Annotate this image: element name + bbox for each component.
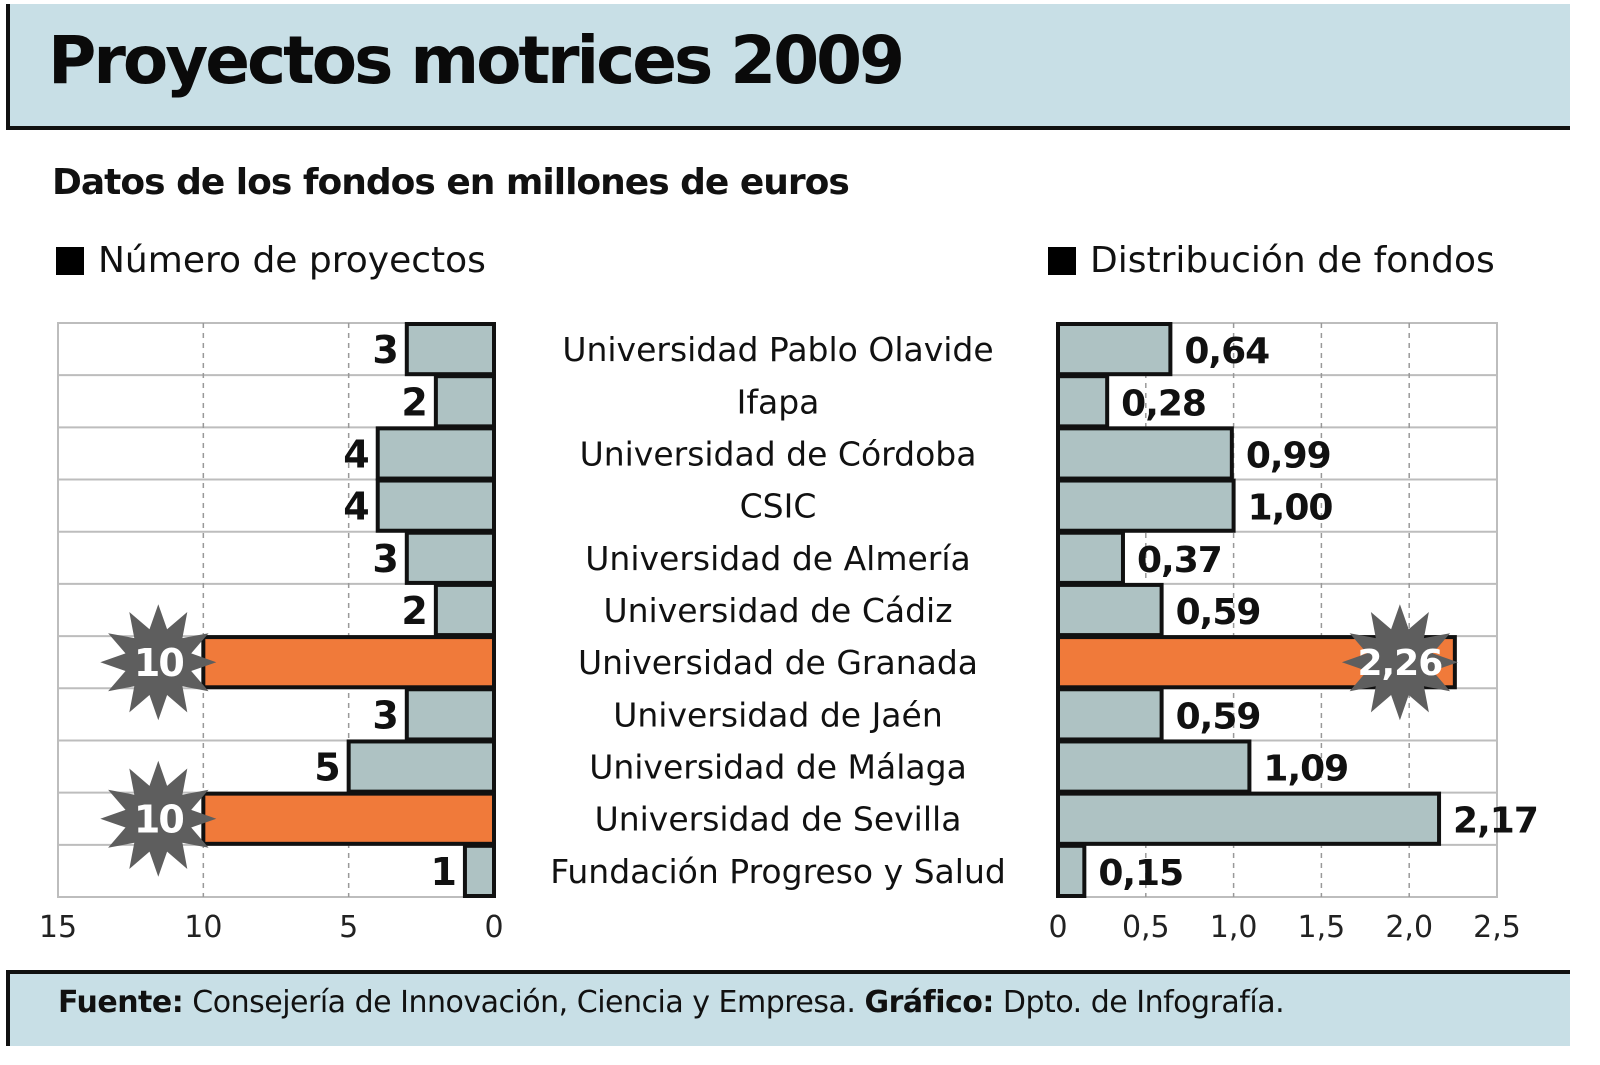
legend-projects: Número de proyectos xyxy=(56,240,486,281)
category-label: Universidad de Sevilla xyxy=(595,800,962,839)
bar xyxy=(433,374,497,429)
data-label: 0,99 xyxy=(1246,435,1331,476)
bar xyxy=(404,322,496,377)
data-label: 5 xyxy=(314,746,340,790)
starburst-icon xyxy=(100,604,217,721)
category-label: Ifapa xyxy=(737,382,820,421)
data-label: 10 xyxy=(134,798,183,842)
bar xyxy=(346,739,496,794)
data-label: 1,09 xyxy=(1263,749,1348,790)
x-tick-label: 0 xyxy=(484,910,503,945)
bar xyxy=(404,530,496,585)
data-label: 0,59 xyxy=(1176,696,1261,737)
data-label: 4 xyxy=(343,432,369,476)
legend-square-icon xyxy=(1048,246,1076,275)
legend-funds-label: Distribución de fondos xyxy=(1090,240,1495,281)
bar xyxy=(1056,687,1164,742)
data-label: 3 xyxy=(372,693,398,737)
data-label: 0,37 xyxy=(1137,540,1222,581)
data-label: 3 xyxy=(372,328,398,372)
bar xyxy=(375,426,497,481)
data-label: 2 xyxy=(401,589,427,633)
bar xyxy=(1056,791,1442,846)
data-label: 0,64 xyxy=(1184,331,1269,372)
starburst-icon xyxy=(1341,604,1458,721)
bar xyxy=(375,478,497,533)
bar xyxy=(1056,739,1252,794)
bar xyxy=(1056,426,1234,481)
bar xyxy=(1056,582,1164,638)
category-label: Universidad de Jaén xyxy=(613,695,943,734)
footer-band xyxy=(6,970,1570,1046)
bar xyxy=(1056,374,1110,429)
x-tick-label: 0,5 xyxy=(1122,910,1170,945)
category-labels: Universidad Pablo Olavide Ifapa Universida… xyxy=(550,330,1006,891)
data-label: 0,15 xyxy=(1098,853,1183,894)
bar xyxy=(1056,530,1125,585)
bar xyxy=(1056,322,1173,377)
category-label: Universidad de Córdoba xyxy=(580,434,977,473)
bar xyxy=(201,791,496,846)
x-tick-label: 5 xyxy=(339,910,358,945)
x-tick-label: 1,0 xyxy=(1210,910,1258,945)
bar xyxy=(1056,843,1087,898)
data-label: 2 xyxy=(401,380,427,424)
bar xyxy=(433,582,497,638)
data-label: 0,28 xyxy=(1121,383,1206,424)
data-label: 1 xyxy=(430,850,456,894)
x-tick-label: 10 xyxy=(184,910,222,945)
data-label: 1,00 xyxy=(1248,488,1333,529)
bar xyxy=(404,687,496,742)
chart-subtitle: Datos de los fondos en millones de euros xyxy=(52,162,850,203)
title-band xyxy=(6,4,1570,130)
data-label: 0,59 xyxy=(1176,592,1261,633)
data-label: 2,17 xyxy=(1453,801,1538,842)
bar xyxy=(201,635,496,690)
data-label: 4 xyxy=(343,485,369,529)
x-tick-label: 1,5 xyxy=(1298,910,1346,945)
data-label: 2,26 xyxy=(1357,643,1442,684)
data-label: 3 xyxy=(372,537,398,581)
category-label: Universidad Pablo Olavide xyxy=(562,330,993,369)
category-label: Universidad de Cádiz xyxy=(603,591,952,630)
category-label: Universidad de Málaga xyxy=(589,748,967,787)
category-label: CSIC xyxy=(740,487,817,526)
data-label: 10 xyxy=(134,641,183,685)
source-label: Fuente: xyxy=(58,985,184,1020)
category-label: Universidad de Almería xyxy=(585,539,971,578)
bar xyxy=(1056,478,1236,533)
x-tick-label: 2,5 xyxy=(1473,910,1521,945)
category-label: Fundación Progreso y Salud xyxy=(550,852,1006,891)
funds-chart: 0 0,5 1,0 1,5 2,0 2,5 0,64 0,28 0,99 1,00 0,37 0,59… xyxy=(1048,322,1539,945)
x-tick-label: 0 xyxy=(1048,910,1067,945)
x-tick-label: 2,0 xyxy=(1385,910,1433,945)
source-text: Consejería de Innovación, Ciencia y Empr… xyxy=(183,985,865,1020)
graphic-text: Dpto. de Infografía. xyxy=(993,985,1285,1020)
category-label: Universidad de Granada xyxy=(578,643,978,682)
footer-credits: Fuente: Consejería de Innovación, Cienci… xyxy=(58,985,1285,1020)
legend-funds: Distribución de fondos xyxy=(1048,240,1495,281)
x-tick-label: 15 xyxy=(39,910,77,945)
chart-title: Proyectos motrices 2009 xyxy=(48,22,905,99)
graphic-label: Gráfico: xyxy=(864,985,994,1020)
bar xyxy=(462,843,496,898)
legend-projects-label: Número de proyectos xyxy=(98,240,486,281)
starburst-icon xyxy=(100,760,217,877)
legend-square-icon xyxy=(56,246,84,275)
